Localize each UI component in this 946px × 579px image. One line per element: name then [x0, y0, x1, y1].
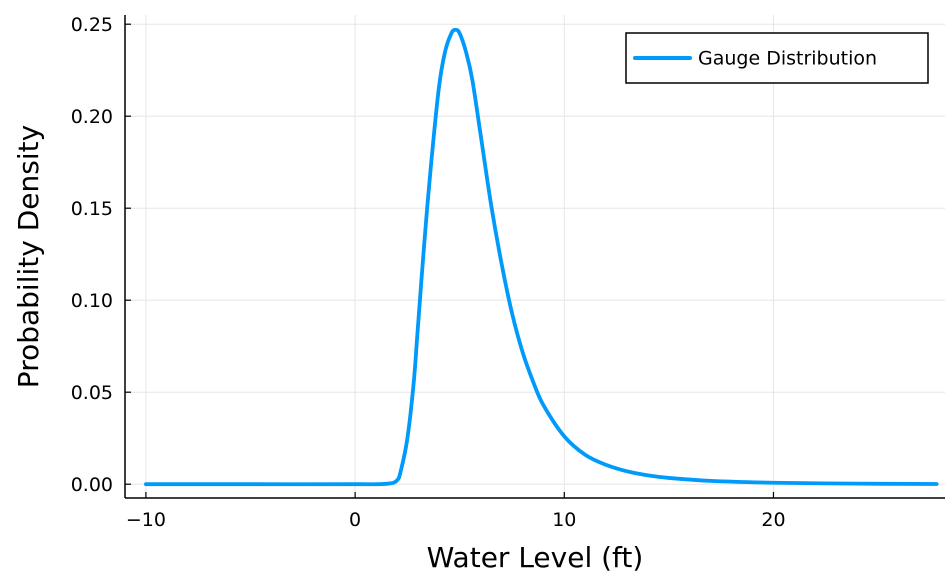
- legend: Gauge Distribution: [625, 32, 929, 84]
- x-tick-label: 10: [552, 509, 576, 531]
- axes: [124, 15, 945, 499]
- y-axis-title: Probability Density: [12, 125, 45, 388]
- x-tick-label: 0: [349, 509, 361, 531]
- series: [144, 27, 939, 487]
- gridlines: [125, 15, 945, 498]
- x-axis-title: Water Level (ft): [427, 541, 644, 574]
- y-tick-label: 0.15: [71, 198, 113, 220]
- x-tick-label: −10: [126, 509, 166, 531]
- x-tick-label: 20: [761, 509, 785, 531]
- y-tick-label: 0.20: [71, 106, 113, 128]
- tick-labels: −10 0 10 20 0.00 0.05 0.10 0.15 0.20 0.25: [71, 14, 786, 531]
- series-line: [144, 27, 939, 487]
- legend-label: Gauge Distribution: [698, 48, 877, 70]
- y-tick-label: 0.05: [71, 382, 113, 404]
- y-tick-label: 0.10: [71, 290, 113, 312]
- y-tick-label: 0.25: [71, 14, 113, 36]
- y-tick-label: 0.00: [71, 474, 113, 496]
